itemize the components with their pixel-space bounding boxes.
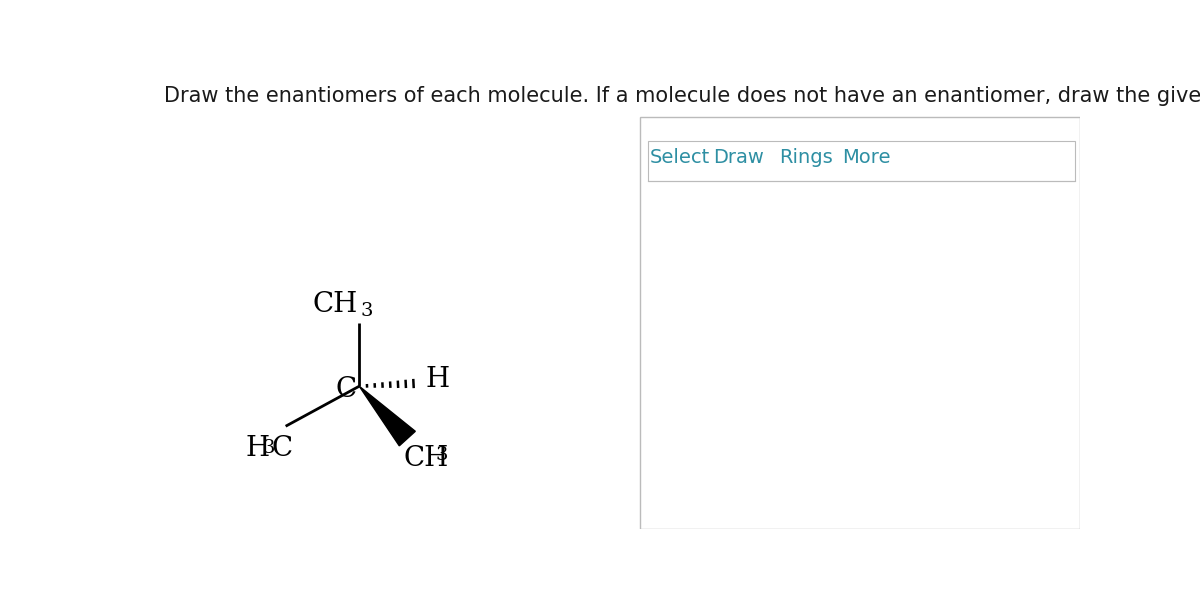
- Text: Draw: Draw: [714, 148, 764, 167]
- Text: H: H: [245, 435, 270, 463]
- Text: H: H: [425, 366, 449, 393]
- Text: More: More: [842, 148, 890, 167]
- Text: C: C: [335, 376, 356, 403]
- Text: C: C: [271, 435, 293, 463]
- Text: CH: CH: [312, 292, 358, 318]
- Text: Rings: Rings: [779, 148, 833, 167]
- Text: CH: CH: [403, 445, 449, 472]
- Text: 3: 3: [361, 302, 373, 320]
- Text: Select: Select: [650, 148, 710, 167]
- Text: 3: 3: [263, 438, 275, 457]
- Bar: [648, 141, 1075, 181]
- Bar: [640, 116, 1080, 529]
- Text: Draw the enantiomers of each molecule. If a molecule does not have an enantiomer: Draw the enantiomers of each molecule. I…: [164, 86, 1200, 106]
- Text: 3: 3: [436, 446, 449, 465]
- Polygon shape: [359, 386, 415, 446]
